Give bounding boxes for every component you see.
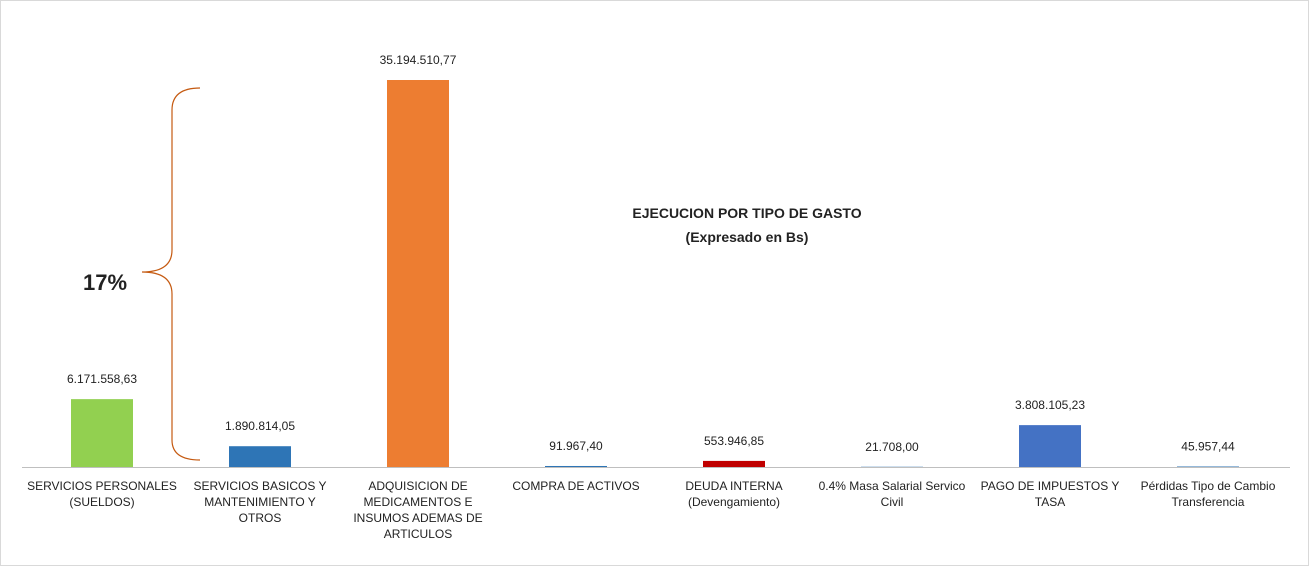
annotation: 17% — [83, 270, 127, 295]
x-tick-label: PAGO DE IMPUESTOS Y TASA — [980, 479, 1120, 509]
x-tick-label: 0.4% Masa Salarial Servico Civil — [818, 479, 966, 509]
x-tick-label: COMPRA DE ACTIVOS — [512, 479, 640, 493]
value-label: 35.194.510,77 — [380, 53, 457, 67]
value-label: 91.967,40 — [549, 439, 603, 453]
value-label: 553.946,85 — [704, 434, 764, 448]
bar — [703, 460, 765, 467]
value-label: 1.890.814,05 — [225, 419, 295, 433]
x-tick-label: Pérdidas Tipo de Cambio Transferencia — [1140, 479, 1276, 509]
chart-subtitle: (Expresado en Bs) — [686, 229, 809, 245]
x-tick-label: SERVICIOS BASICOS Y MANTENIMIENTO Y OTRO… — [193, 479, 327, 525]
value-label: 6.171.558,63 — [67, 372, 137, 386]
x-tick-label: SERVICIOS PERSONALES (SUELDOS) — [27, 479, 177, 509]
bar — [545, 465, 607, 467]
bar — [229, 446, 291, 467]
chart-title: EJECUCION POR TIPO DE GASTO — [632, 205, 861, 221]
bar — [1177, 466, 1239, 467]
bar — [1019, 425, 1081, 467]
brace — [141, 87, 201, 461]
bar — [387, 80, 449, 467]
value-label: 45.957,44 — [1181, 439, 1235, 453]
value-label: 3.808.105,23 — [1015, 398, 1085, 412]
x-tick-label: DEUDA INTERNA (Devengamiento) — [685, 479, 783, 509]
bar — [71, 399, 133, 467]
value-label: 21.708,00 — [865, 440, 919, 454]
x-tick-label: ADQUISICION DE MEDICAMENTOS E INSUMOS AD… — [353, 479, 483, 541]
